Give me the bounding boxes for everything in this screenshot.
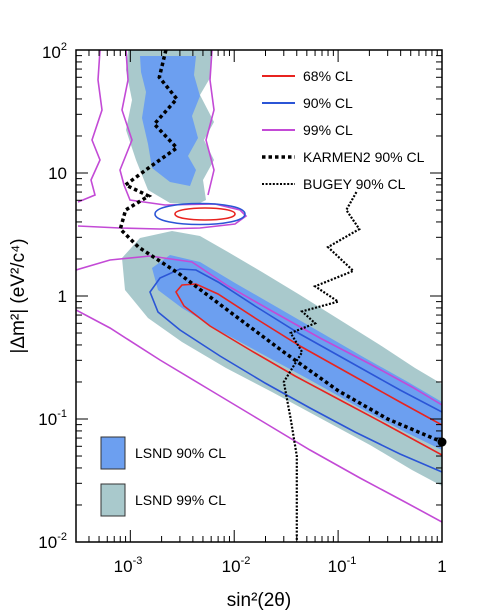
lsnd-90-region <box>140 56 442 450</box>
legend-label: 68% CL <box>303 68 353 84</box>
y-tick-label: 102 <box>42 41 67 62</box>
contours <box>76 50 442 523</box>
y-tick-label: 10 <box>48 164 67 183</box>
contour-99-main-bottom <box>76 309 442 523</box>
x-tick-label: 10-1 <box>328 555 357 576</box>
legend-label: LSND 99% CL <box>135 492 226 508</box>
x-axis-label: sin²(2θ) <box>227 590 291 611</box>
filled-legend: LSND 90% CL LSND 99% CL <box>100 436 226 517</box>
contour-68-main <box>175 283 442 456</box>
contour-99-left <box>77 50 103 203</box>
y-tick-labels: 10-2 10-1 1 10 102 <box>38 41 67 552</box>
legend-label: LSND 90% CL <box>135 445 226 461</box>
legend-swatch-lsnd99 <box>100 483 126 517</box>
bugey-curve <box>282 191 361 542</box>
x-tick-label: 1 <box>437 557 446 576</box>
legend-label: KARMEN2 90% CL <box>303 149 425 165</box>
legend: 68% CL 90% CL 99% CL KARMEN2 90% CL BUGE… <box>262 68 425 192</box>
lsnd-regions <box>122 50 442 486</box>
x-tick-label: 10-2 <box>222 555 251 576</box>
exclusion-curves <box>118 50 442 542</box>
y-tick-label: 10-1 <box>38 408 67 429</box>
x-tick-labels: 10-3 10-2 10-1 1 <box>114 555 447 576</box>
contour-99-main-top <box>76 255 442 406</box>
y-tick-label: 1 <box>58 287 67 306</box>
contour-68-island <box>174 207 236 221</box>
legend-label: 90% CL <box>303 95 353 111</box>
legend-label: BUGEY 90% CL <box>303 176 406 192</box>
y-axis-label: |Δm²| (eV²/c⁴) <box>8 238 29 353</box>
contour-99-right-column <box>205 50 215 196</box>
karmen2-curve <box>118 50 442 444</box>
contour-90-main <box>149 268 442 473</box>
legend-label: 99% CL <box>303 122 353 138</box>
contour-90-island <box>154 202 246 226</box>
legend-swatch-lsnd90 <box>100 436 126 470</box>
y-tick-label: 10-2 <box>38 531 67 552</box>
axis-ticks <box>75 49 443 543</box>
x-tick-label: 10-3 <box>114 555 143 576</box>
